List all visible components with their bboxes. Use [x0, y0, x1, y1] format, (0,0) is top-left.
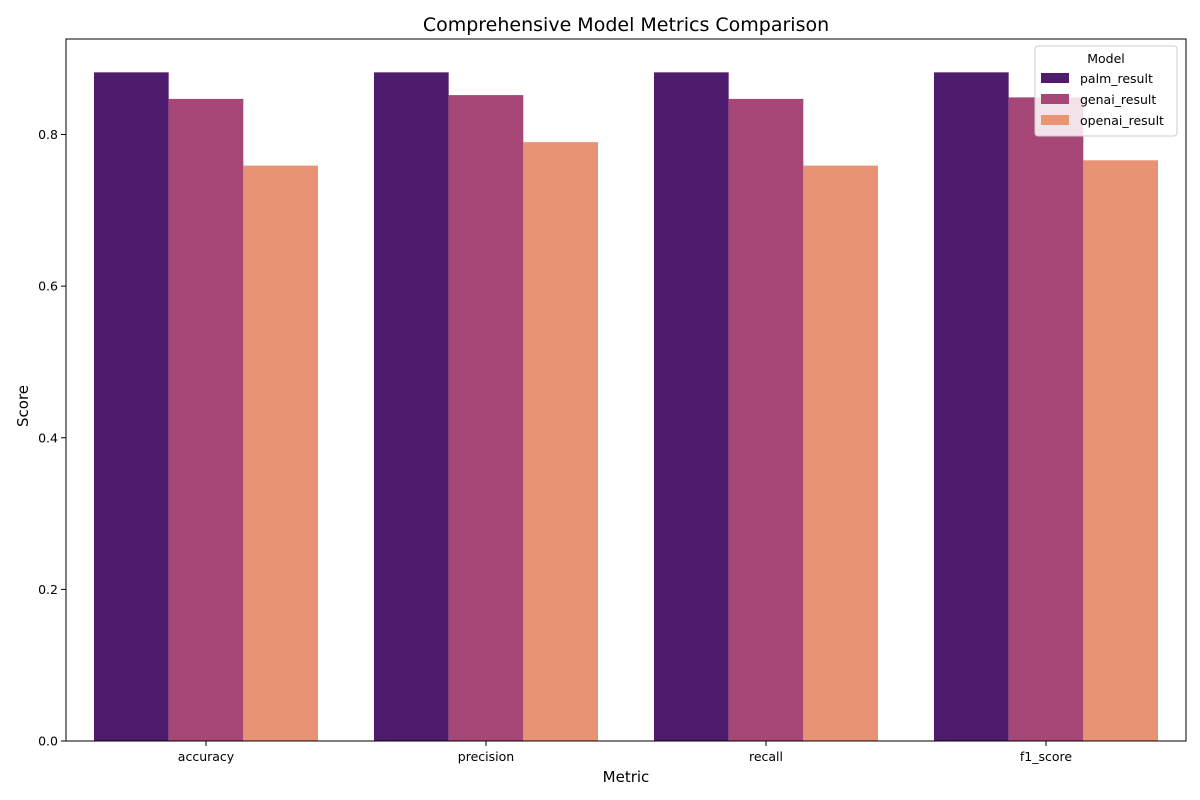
- plot-area-frame: [65, 38, 1187, 742]
- legend-label-palm_result: palm_result: [1080, 71, 1153, 86]
- chart-title: Comprehensive Model Metrics Comparison: [423, 14, 829, 36]
- y-tick-label: 0.0: [38, 734, 58, 749]
- bar-genai_result-f1_score: [1008, 97, 1084, 741]
- legend-swatch-palm_result: [1041, 73, 1069, 83]
- y-axis: 0.0 0.2 0.4 0.6 0.8: [38, 127, 66, 749]
- bars-layer: [94, 72, 1158, 742]
- y-tick-label: 0.4: [38, 430, 58, 445]
- bar-palm_result-f1_score: [934, 72, 1009, 741]
- x-tick-label-recall: recall: [749, 749, 783, 764]
- x-tick-label-precision: precision: [458, 749, 514, 764]
- legend-label-openai_result: openai_result: [1080, 113, 1164, 128]
- bar-openai_result-f1_score: [1083, 160, 1158, 741]
- x-tick-label-f1_score: f1_score: [1020, 749, 1073, 764]
- bar-openai_result-recall: [803, 165, 878, 741]
- legend-title: Model: [1087, 51, 1125, 66]
- y-axis-label: Score: [14, 385, 32, 427]
- legend-box: [1034, 45, 1178, 137]
- y-tick-label: 0.2: [38, 582, 58, 597]
- y-tick-label: 0.6: [38, 279, 58, 294]
- bar-genai_result-precision: [448, 95, 524, 741]
- bar-genai_result-recall: [728, 98, 804, 742]
- x-axis: accuracy precision recall f1_score: [178, 741, 1073, 764]
- legend-items: palm_result genai_result openai_result: [1041, 71, 1164, 128]
- legend-swatch-genai_result: [1041, 94, 1069, 104]
- bar-palm_result-recall: [654, 72, 729, 741]
- bar-palm_result-precision: [374, 72, 449, 741]
- bar-genai_result-accuracy: [168, 98, 244, 742]
- x-tick-label-accuracy: accuracy: [178, 749, 235, 764]
- y-tick-label: 0.8: [38, 127, 58, 142]
- bar-palm_result-accuracy: [94, 72, 169, 741]
- bar-openai_result-accuracy: [243, 165, 318, 741]
- x-axis-label: Metric: [603, 768, 650, 786]
- bar-openai_result-precision: [523, 142, 598, 742]
- legend-label-genai_result: genai_result: [1080, 92, 1156, 107]
- legend-swatch-openai_result: [1041, 115, 1069, 125]
- legend: Model palm_result genai_result openai_resu…: [1034, 45, 1178, 137]
